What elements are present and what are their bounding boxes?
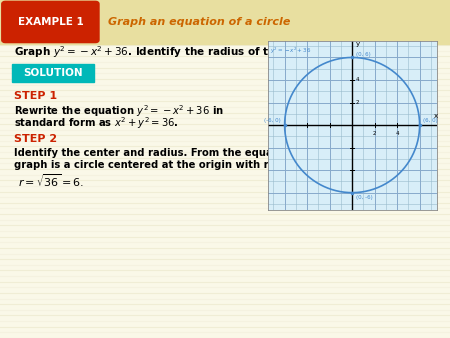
Text: (-6, 0): (-6, 0) [265,118,281,123]
Text: $r = \sqrt{36} = 6.$: $r = \sqrt{36} = 6.$ [18,172,84,189]
Text: Graph $y^2 = -x^2 + 36$. Identify the radius of the circle.: Graph $y^2 = -x^2 + 36$. Identify the ra… [14,45,322,60]
Text: STEP 1: STEP 1 [14,91,57,101]
Text: Rewrite the equation $y^2 = -x^2 + 36$ in: Rewrite the equation $y^2 = -x^2 + 36$ i… [14,103,224,119]
Text: STEP 2: STEP 2 [14,134,57,144]
FancyBboxPatch shape [2,1,99,43]
Text: Graph an equation of a circle: Graph an equation of a circle [108,17,290,27]
Text: 2: 2 [373,131,376,136]
Text: EXAMPLE 1: EXAMPLE 1 [18,17,83,27]
Text: standard form as $x^2 + y^2 = 36$.: standard form as $x^2 + y^2 = 36$. [14,116,178,131]
Text: graph is a circle centered at the origin with radius: graph is a circle centered at the origin… [14,160,299,170]
Text: x: x [434,114,438,119]
Text: (0, 6): (0, 6) [356,52,370,56]
Text: (6, 0): (6, 0) [423,118,438,123]
Text: 4: 4 [396,131,399,136]
Text: 2: 2 [356,100,359,105]
Text: SOLUTION: SOLUTION [23,68,83,78]
Text: (0, -6): (0, -6) [356,195,372,200]
Text: Identify the center and radius. From the equation, the: Identify the center and radius. From the… [14,148,320,158]
Text: $y^2 = -x^2 + 36$: $y^2 = -x^2 + 36$ [270,46,311,56]
FancyBboxPatch shape [12,64,94,82]
Text: 4: 4 [356,77,359,82]
Text: y: y [356,41,360,47]
Bar [0,0,450,44]
